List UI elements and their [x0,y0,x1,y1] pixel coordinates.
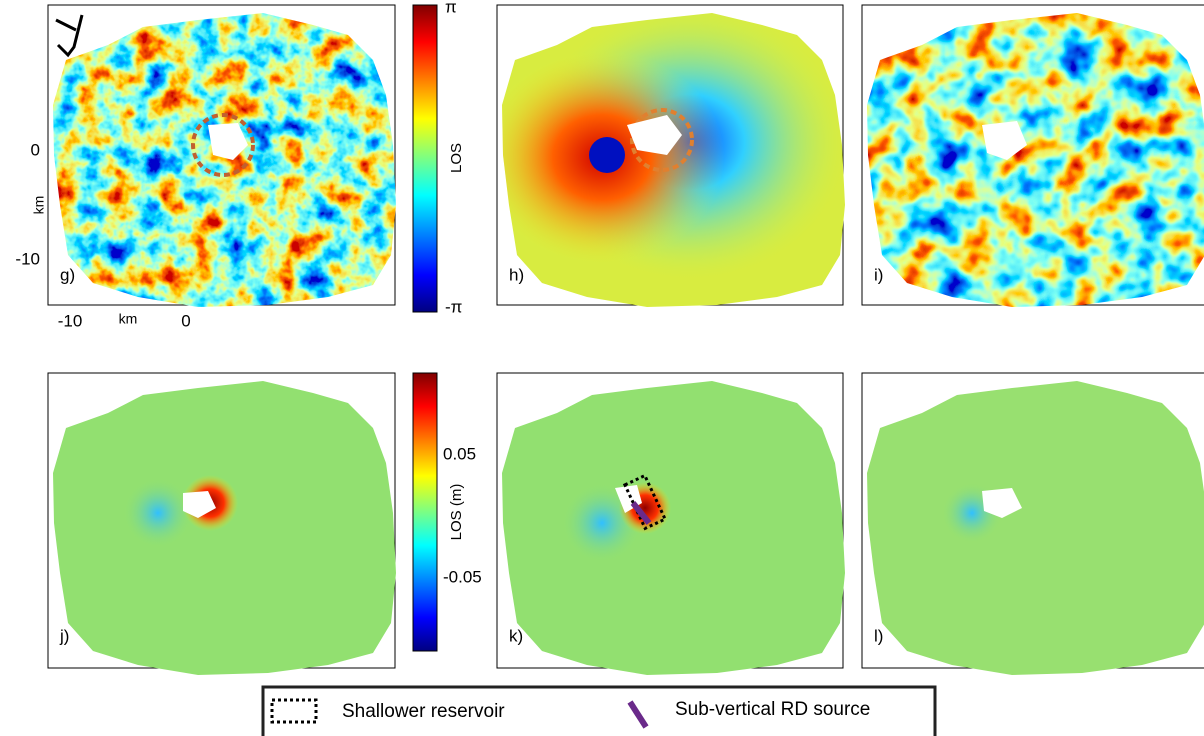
look-arrows [55,14,84,58]
y-tick-label: -10 [15,249,40,268]
colorbar [412,4,438,313]
x-tick-label: 0 [181,311,190,330]
legend-entry: Shallower reservoir [342,701,505,722]
colorbar-label: LOS [448,143,465,173]
panel-k: k) [496,372,845,675]
colorbar [412,372,438,652]
panel-label: l) [874,626,883,645]
rd-source [630,501,652,525]
displacement-map [867,381,1204,675]
legend: Shallower reservoir Sub-vertical RD sour… [261,685,937,736]
panel-g: g) [47,4,396,307]
colorbar-label: LOS (m) [448,484,465,541]
caldera [982,488,1022,518]
colorbar-tick-label: -0.05 [443,567,482,586]
panel-label: g) [60,265,75,284]
panel-h: h) [496,4,845,307]
colorbar-top: π [445,0,457,16]
panel-label: j) [59,626,69,645]
displacement-map [502,381,845,675]
panel-j: j) [47,372,396,675]
colorbar-bottom: -π [445,297,462,316]
panel-label: k) [509,626,523,645]
legend-swatch [627,700,649,729]
model-lobe [502,13,845,307]
y-tick-label: 0 [31,140,40,159]
y-axis-label: km [31,196,47,215]
phase-map [53,13,396,307]
model-lobe [589,137,625,173]
x-axis-label: km [119,311,138,327]
colorbar-tick-label: 0.05 [443,444,476,463]
x-tick-label: -10 [58,311,83,330]
panel-label: h) [509,265,524,284]
panel-label: i) [874,265,883,284]
caldera [627,115,682,155]
fringes [191,113,255,177]
panel-l: l) [861,372,1204,675]
caldera [208,123,248,160]
legend-box [261,685,937,736]
fringes [630,108,694,172]
displacement-map [53,381,396,675]
residual-map [867,13,1204,307]
caldera [183,491,216,518]
panel-i: i) [861,4,1204,307]
legend-entry: Sub-vertical RD source [675,699,870,720]
caldera [982,121,1027,160]
legend-swatch [270,698,318,724]
displacement-low [123,478,193,548]
